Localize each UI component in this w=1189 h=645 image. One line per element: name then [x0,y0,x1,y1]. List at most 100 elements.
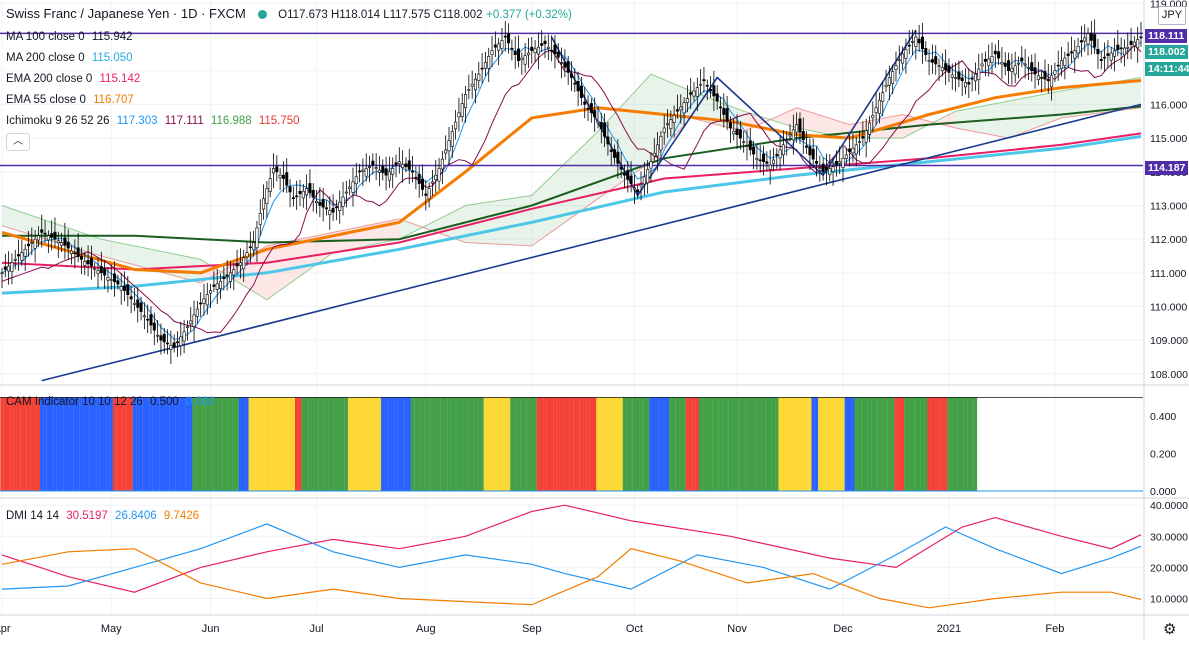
candle-body [752,146,756,155]
candle-body [76,247,80,257]
cam-bar [530,397,534,491]
candle-body [672,115,676,123]
candle-body [56,240,60,244]
collapse-legend-button[interactable]: ︿ [6,133,30,151]
cam-bar [652,397,656,491]
cam-bar [56,397,60,491]
ichimoku-cloud-segment [333,218,400,253]
candle-body [831,166,835,172]
cam-tick-label: 0.200 [1150,449,1176,461]
cam-bar [758,397,762,491]
cam-bar [328,397,332,491]
candle-body [305,188,309,196]
cam-bar [410,397,415,491]
legend-ema200[interactable]: EMA 200 close 0 115.142 [6,72,144,86]
candle-body [1129,40,1133,45]
candle-body [255,227,259,249]
legend-ichimoku[interactable]: Ichimoku 9 26 52 26 117.303 117.111 116.… [6,114,304,128]
candle-body [546,46,550,49]
candle-body [361,169,365,172]
candle-body [609,149,613,152]
candle-body [404,163,408,168]
symbol-title: Swiss Franc / Japanese Yen · 1D · FXCM [6,6,246,21]
cam-bar [559,397,564,491]
candle-body [907,44,911,47]
candle-body [536,46,540,55]
candle-body [493,44,497,48]
time-tick-label: Dec [833,623,853,635]
cam-bar [440,397,445,491]
cam-bar [791,397,796,491]
cam-bar [622,397,627,491]
cam-bar [152,397,157,491]
cam-bar [785,397,789,491]
candle-body [606,136,610,145]
cam-bar [957,397,961,491]
candle-body [1036,75,1040,80]
legend-dmi[interactable]: DMI 14 14 30.5197 26.8406 9.7426 [6,509,203,523]
candle-body [881,92,885,102]
cam-bar [924,397,928,491]
cam-bar [649,397,653,491]
cam-bar [129,397,133,491]
cam-bar [53,397,57,491]
cam-bar [86,397,90,491]
cam-bar [682,397,686,491]
cam-bar [748,397,752,491]
legend-ma200[interactable]: MA 200 close 0 115.050 [6,51,137,65]
cam-bar [636,397,640,491]
cam-bar [540,397,544,491]
candle-body [613,149,617,158]
candle-body [1113,50,1117,57]
candle-body [126,284,130,296]
cam-bar [583,397,587,491]
cam-bar [639,397,643,491]
candle-body [146,318,150,321]
candle-body [540,43,544,46]
cam-bar [122,397,127,491]
cam-bar [33,397,37,491]
candle-body [947,65,951,73]
candle-body [205,294,209,306]
candle-body [411,170,415,173]
candle-body [911,40,915,43]
legend-ema55[interactable]: EMA 55 close 0 116.707 [6,93,138,107]
cam-bar [589,397,594,491]
candle-body [801,131,805,141]
cam-bar [79,397,84,491]
candle-body [815,161,819,164]
cam-bar [179,397,183,491]
ichimoku-cloud-segment [1008,90,1062,139]
cam-bar [735,397,739,491]
price-tick-label: 113.000 [1150,200,1187,212]
gear-icon[interactable]: ⚙ [1163,621,1177,638]
candle-body [351,181,355,193]
cam-bar [642,397,647,491]
candle-body [30,242,34,244]
candle-body [295,195,299,198]
cam-bar [934,397,938,491]
cam-bar [821,397,825,491]
legend-cam[interactable]: CAM Indicator 10 10 12 26 0.500 0.000 [6,395,219,409]
price-tick-label: 110.000 [1150,302,1187,314]
candle-body [43,232,47,235]
cam-bar [867,397,872,491]
candle-body [1033,67,1037,75]
candle-body [818,167,822,169]
cam-bar [169,397,173,491]
cam-bar [705,397,709,491]
candle-body [679,106,683,111]
ichimoku-cloud-segment [531,131,598,246]
candle-body [530,46,534,51]
time-tick-label: Aug [416,623,436,635]
legend-ma100[interactable]: MA 100 close 0 115.942 [6,30,137,44]
currency-button[interactable]: JPY [1158,6,1186,25]
cam-bar [943,397,948,491]
price-change: +0.377 (+0.32%) [486,9,572,21]
cam-bar [563,397,567,491]
candle-body [377,169,381,173]
cam-bar [510,397,514,491]
cam-bar [106,397,110,491]
